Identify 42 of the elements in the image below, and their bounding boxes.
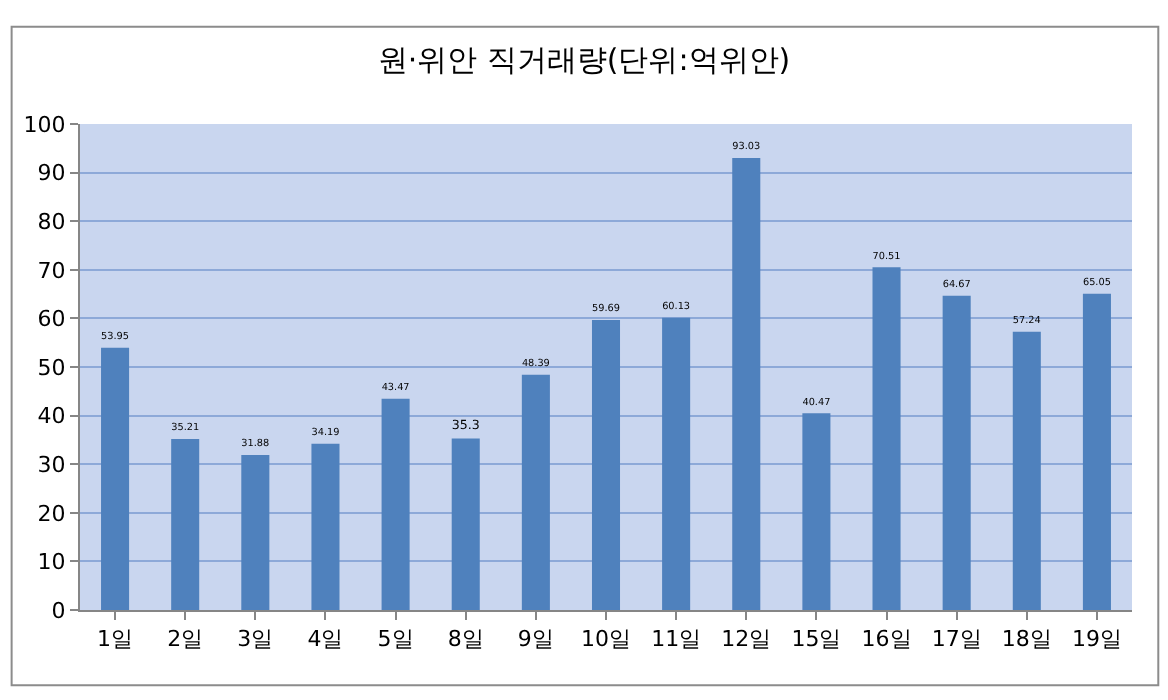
bar [662,317,691,610]
bar [591,319,621,610]
y-tick-label: 90 [37,160,66,187]
x-tick-label: 15일 [791,626,842,653]
bar [1082,293,1111,610]
x-tick-label: 10일 [581,626,631,653]
chart-title: 원·위안 직거래량(단위:억위안) [377,42,791,78]
x-tick-label: 9일 [517,626,554,653]
bar [101,347,130,610]
x-tick-label: 11일 [651,626,702,653]
y-tick-label: 70 [37,257,66,284]
x-tick-label: 12일 [721,626,772,653]
bar [942,295,971,610]
bar [451,438,480,610]
bar [311,443,340,610]
x-tick-label: 3일 [237,626,274,653]
x-tick-label: 4일 [307,626,344,653]
bar [171,438,200,610]
y-tick-label: 0 [51,597,66,624]
bar [1012,331,1041,610]
y-tick-label: 50 [37,354,66,381]
y-tick-label: 20 [37,500,66,527]
bar [521,374,550,610]
x-tick-label: 2일 [167,626,204,653]
x-tick-label: 19일 [1071,626,1122,653]
x-tick-label: 8일 [447,626,484,653]
bar [241,455,270,610]
y-tick-label: 80 [37,208,66,235]
y-tick-label: 100 [23,111,66,138]
x-tick-label: 5일 [377,626,414,653]
bar [381,398,410,610]
y-tick-label: 60 [37,306,66,333]
y-tick-label: 30 [37,451,66,478]
x-tick-label: 17일 [931,626,982,653]
bar [872,267,901,610]
x-tick-label: 1일 [97,626,134,653]
x-tick-label: 18일 [1001,626,1052,653]
y-tick-label: 40 [37,403,66,430]
bar [802,413,831,610]
x-tick-label: 16일 [861,626,912,653]
y-tick-label: 10 [37,549,66,576]
bar [732,157,761,610]
